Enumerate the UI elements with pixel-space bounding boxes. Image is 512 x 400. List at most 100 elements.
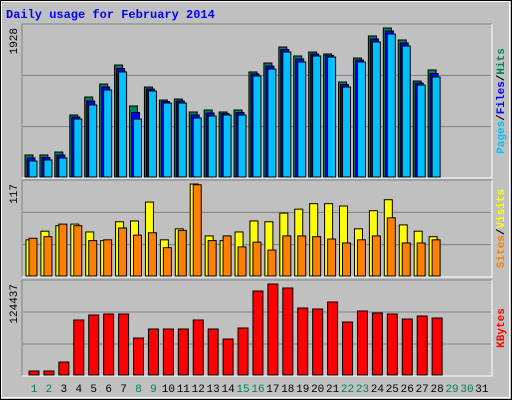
- bar: [297, 235, 307, 277]
- bar: [147, 90, 157, 178]
- legend: KBytes: [496, 308, 508, 348]
- bar: [386, 33, 396, 178]
- legend-entry: Files: [496, 81, 508, 114]
- bar: [431, 317, 443, 376]
- bar: [371, 235, 381, 277]
- bar: [103, 313, 115, 376]
- bar: [133, 337, 145, 376]
- bar: [297, 61, 307, 178]
- bar: [252, 290, 264, 376]
- bar: [147, 232, 157, 277]
- legend-entry: KBytes: [496, 308, 508, 348]
- bar: [371, 312, 383, 376]
- bar: [28, 237, 38, 277]
- bar: [43, 159, 53, 178]
- bar: [267, 68, 277, 178]
- bar: [356, 310, 368, 376]
- bar: [312, 308, 324, 376]
- x-tick-label: 8: [135, 384, 142, 396]
- x-tick-label: 27: [416, 384, 429, 396]
- x-tick-label: 15: [236, 384, 249, 396]
- bar: [118, 227, 128, 277]
- bar: [207, 328, 219, 376]
- legend-separator: /: [496, 114, 508, 121]
- bar: [207, 240, 217, 277]
- panel-shadow: [21, 179, 492, 277]
- x-tick-label: 25: [386, 384, 399, 396]
- bar: [356, 61, 366, 178]
- x-tick-label: 31: [475, 384, 489, 396]
- y-max-label: 124437: [9, 284, 21, 324]
- bar: [371, 41, 381, 178]
- x-tick-label: 9: [150, 384, 157, 396]
- bar: [416, 242, 426, 277]
- x-tick-label: 16: [251, 384, 264, 396]
- bar: [327, 238, 337, 277]
- bar: [237, 114, 247, 178]
- bar: [192, 184, 202, 277]
- legend-separator: /: [496, 228, 508, 235]
- y-max-label: 1928: [9, 28, 21, 54]
- bar: [401, 242, 411, 277]
- x-tick-label: 24: [371, 384, 385, 396]
- bar: [88, 314, 100, 376]
- x-tick-label: 26: [401, 384, 414, 396]
- bar: [133, 118, 143, 178]
- bar: [297, 307, 309, 376]
- panel-shadow: [21, 279, 492, 376]
- bar: [58, 223, 68, 277]
- x-tick-label: 23: [356, 384, 369, 396]
- bar: [267, 283, 279, 376]
- x-tick-label: 30: [460, 384, 473, 396]
- x-tick-label: 11: [177, 384, 191, 396]
- legend-entry: Pages: [496, 121, 508, 154]
- legend: Pages/Files/Hits: [496, 48, 508, 154]
- x-tick-label: 14: [221, 384, 235, 396]
- bar: [327, 301, 339, 376]
- bar: [192, 319, 204, 376]
- bar: [43, 370, 55, 376]
- bar: [356, 239, 366, 277]
- bar: [342, 242, 352, 277]
- x-tick-label: 28: [431, 384, 444, 396]
- bar: [103, 239, 113, 277]
- bar: [282, 51, 292, 178]
- bar: [28, 160, 38, 178]
- bar: [401, 45, 411, 178]
- x-tick-label: 2: [46, 384, 53, 396]
- bar: [73, 225, 83, 277]
- bar: [431, 239, 441, 277]
- bar: [177, 229, 187, 277]
- bar: [43, 236, 53, 277]
- bar: [386, 313, 398, 376]
- panel-shadow: [21, 23, 492, 178]
- bar: [133, 234, 143, 277]
- x-tick-label: 17: [266, 384, 279, 396]
- bar: [147, 328, 159, 376]
- bar: [73, 319, 85, 376]
- bar: [342, 86, 352, 178]
- bar: [222, 338, 234, 376]
- x-tick-label: 10: [162, 384, 175, 396]
- bar: [416, 84, 426, 178]
- x-tick-label: 20: [311, 384, 324, 396]
- bar: [177, 102, 187, 178]
- x-tick-label: 22: [341, 384, 354, 396]
- bar: [58, 157, 68, 178]
- bar: [88, 240, 98, 277]
- x-tick-label: 4: [75, 384, 82, 396]
- bar: [118, 71, 128, 178]
- bar: [88, 104, 98, 178]
- panel-light: [22, 280, 493, 377]
- bar: [252, 241, 262, 277]
- bar: [237, 246, 247, 277]
- x-tick-label: 3: [61, 384, 68, 396]
- bar: [386, 217, 396, 277]
- x-tick-label: 1: [31, 384, 38, 396]
- x-tick-label: 19: [296, 384, 309, 396]
- panel-light: [22, 24, 493, 179]
- bar: [252, 75, 262, 178]
- bar: [162, 328, 174, 376]
- bar: [58, 361, 70, 376]
